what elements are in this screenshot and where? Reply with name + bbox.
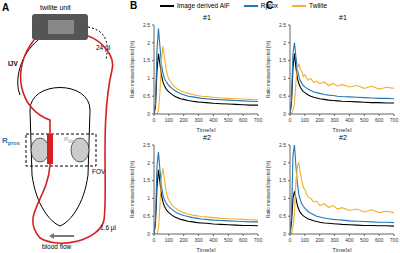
svg-text:1: 1: [283, 195, 286, 201]
svg-text:Ratio measured/injected [%]: Ratio measured/injected [%]: [130, 161, 135, 217]
svg-text:Time[s]: Time[s]: [196, 247, 216, 252]
svg-text:0: 0: [147, 111, 150, 117]
svg-text:0: 0: [153, 237, 156, 243]
svg-text:300: 300: [330, 237, 339, 243]
svg-text:0: 0: [283, 111, 286, 117]
svg-text:0: 0: [283, 231, 286, 237]
svg-text:Ratio measured/injected [%]: Ratio measured/injected [%]: [266, 161, 271, 217]
html-text:#2: #2: [339, 134, 347, 141]
svg-text:Rprox: Rprox: [2, 136, 21, 146]
svg-text:2.5: 2.5: [143, 142, 150, 148]
svg-text:0.5: 0.5: [279, 93, 286, 99]
svg-text:300: 300: [194, 237, 203, 243]
html-text:Image derived AIF: Image derived AIF: [177, 2, 230, 9]
svg-text:1: 1: [147, 75, 150, 81]
svg-text:700: 700: [390, 237, 399, 243]
svg-text:500: 500: [360, 237, 369, 243]
svg-text:200: 200: [316, 237, 325, 243]
svg-text:600: 600: [375, 237, 384, 243]
svg-text:1: 1: [147, 195, 150, 201]
svg-text:700: 700: [254, 117, 263, 123]
svg-text:2: 2: [283, 40, 286, 46]
svg-text:700: 700: [390, 117, 399, 123]
svg-text:0: 0: [289, 117, 292, 123]
svg-text:600: 600: [375, 117, 384, 123]
svg-text:Rdist: Rdist: [64, 136, 76, 144]
html-text:Twilite: Twilite: [309, 2, 328, 9]
svg-text:300: 300: [330, 117, 339, 123]
svg-text:500: 500: [360, 117, 369, 123]
svg-text:200: 200: [180, 237, 189, 243]
svg-text:400: 400: [345, 117, 354, 123]
svg-text:1.6 µl: 1.6 µl: [100, 224, 117, 232]
html-text:#1: #1: [339, 14, 347, 21]
svg-text:24 µl: 24 µl: [96, 44, 111, 51]
svg-text:300: 300: [194, 117, 203, 123]
svg-text:600: 600: [239, 117, 248, 123]
html-text:#2: #2: [203, 134, 211, 141]
svg-text:Time[s]: Time[s]: [332, 127, 352, 132]
svg-text:1.5: 1.5: [279, 57, 286, 63]
svg-text:Time[s]: Time[s]: [196, 127, 216, 132]
svg-text:2: 2: [147, 40, 150, 46]
svg-text:100: 100: [165, 237, 174, 243]
svg-text:400: 400: [345, 237, 354, 243]
svg-text:2.5: 2.5: [279, 22, 286, 28]
svg-text:100: 100: [165, 117, 174, 123]
svg-text:blood flow: blood flow: [42, 243, 72, 250]
svg-text:0: 0: [147, 231, 150, 237]
svg-text:500: 500: [224, 117, 233, 123]
svg-text:2.5: 2.5: [143, 22, 150, 28]
svg-text:A: A: [2, 2, 9, 13]
svg-text:Ratio measured/injected [%]: Ratio measured/injected [%]: [266, 41, 271, 97]
svg-text:2.5: 2.5: [279, 142, 286, 148]
svg-text:600: 600: [239, 237, 248, 243]
svg-text:0.5: 0.5: [143, 93, 150, 99]
html-text:C: C: [266, 0, 274, 11]
svg-text:2: 2: [283, 160, 286, 166]
svg-text:0.5: 0.5: [279, 213, 286, 219]
svg-text:200: 200: [180, 117, 189, 123]
svg-text:1.5: 1.5: [143, 57, 150, 63]
svg-text:400: 400: [209, 237, 218, 243]
svg-text:100: 100: [301, 237, 310, 243]
svg-text:0.5: 0.5: [143, 213, 150, 219]
svg-text:500: 500: [224, 237, 233, 243]
html-text:B: B: [130, 0, 138, 11]
html-text:#1: #1: [203, 14, 211, 21]
svg-text:FOV: FOV: [92, 168, 106, 175]
svg-text:0: 0: [289, 237, 292, 243]
svg-text:Time[s]: Time[s]: [332, 247, 352, 252]
svg-text:400: 400: [209, 117, 218, 123]
svg-text:IJV: IJV: [8, 60, 18, 67]
svg-text:twilite unit: twilite unit: [40, 4, 71, 11]
svg-text:1.5: 1.5: [279, 177, 286, 183]
svg-text:1: 1: [283, 75, 286, 81]
svg-text:200: 200: [316, 117, 325, 123]
svg-text:1.5: 1.5: [143, 177, 150, 183]
svg-text:Ratio measured/injected [%]: Ratio measured/injected [%]: [130, 41, 135, 97]
html-text:Rprox: Rprox: [260, 2, 279, 9]
svg-text:2: 2: [147, 160, 150, 166]
svg-text:700: 700: [254, 237, 263, 243]
svg-text:0: 0: [153, 117, 156, 123]
svg-text:100: 100: [301, 117, 310, 123]
